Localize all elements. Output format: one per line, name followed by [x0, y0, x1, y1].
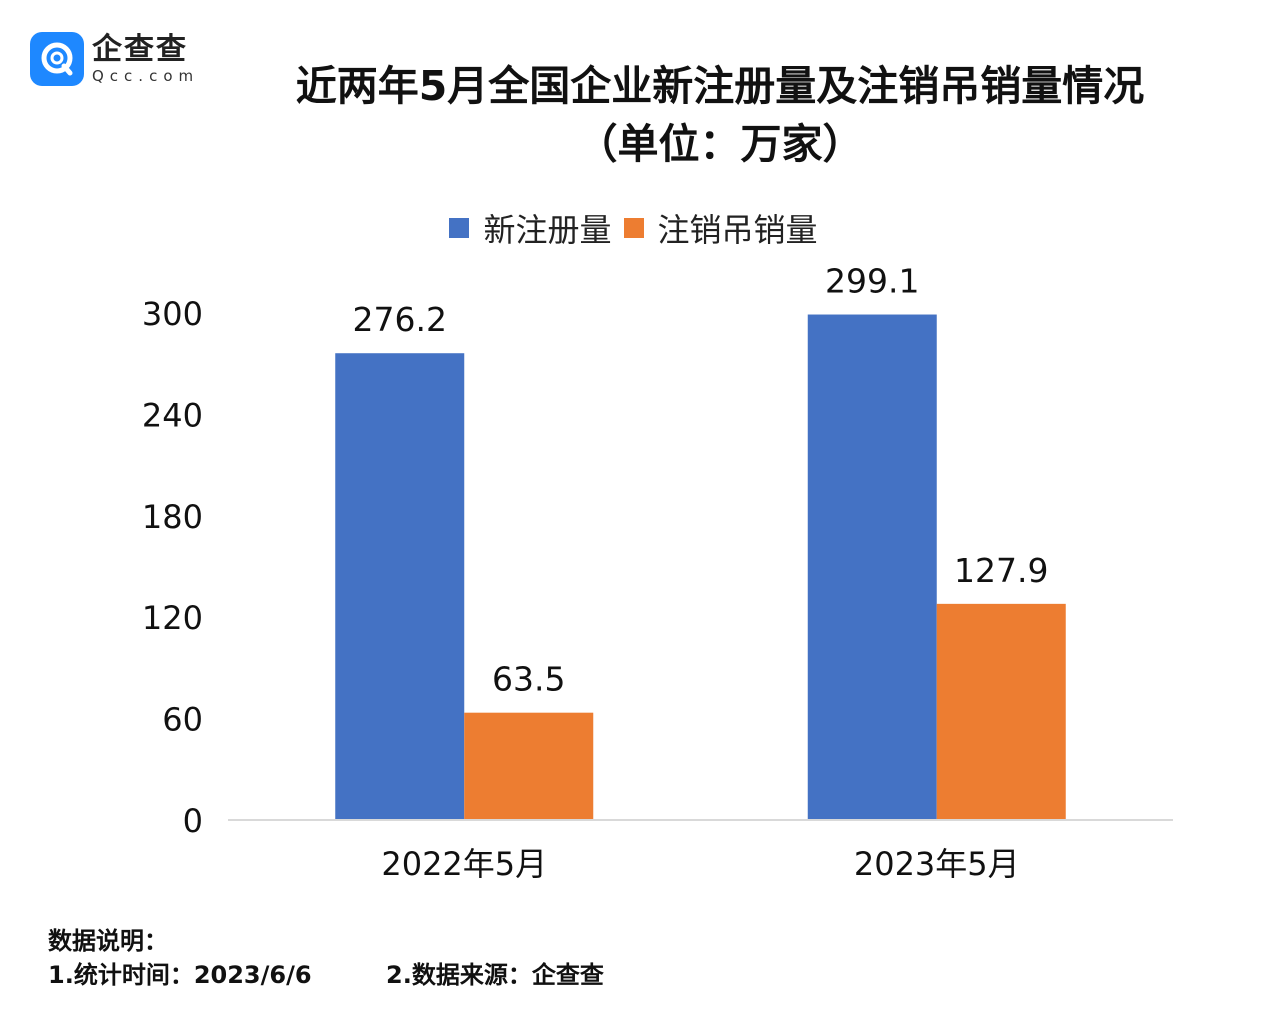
data-label: 276.2 [353, 300, 447, 339]
bar-chart: 0 60 120 180 240 300 276.2 63.5 2022年5月 299.1 127.… [142, 262, 1173, 883]
notes-item-stat-time: 1.统计时间：2023/6/6 [48, 961, 312, 989]
data-label: 127.9 [954, 551, 1048, 590]
data-notes: 数据说明： 1.统计时间：2023/6/6 2.数据来源：企查查 [48, 924, 604, 992]
notes-heading: 数据说明： [48, 927, 168, 955]
bar [464, 712, 594, 820]
y-tick-label: 300 [142, 295, 203, 333]
legend-swatch-cancellations [623, 218, 644, 238]
y-tick-label: 180 [142, 498, 203, 536]
notes-item-source: 2.数据来源：企查查 [386, 961, 604, 989]
x-tick-label: 2023年5月 [854, 845, 1020, 883]
y-tick-label: 120 [142, 599, 203, 637]
legend-label-new-registrations: 新注册量 [483, 211, 612, 249]
y-tick-label: 240 [142, 396, 203, 434]
chart-subtitle: （单位：万家） [576, 120, 864, 168]
logo-en-text: Qcc.com [92, 66, 200, 85]
bar [936, 603, 1066, 820]
logo-q-icon [30, 32, 84, 86]
bar [807, 314, 937, 820]
logo: 企查查 Qcc.com [30, 32, 199, 86]
logo-cn-text: 企查查 [92, 31, 188, 67]
data-label: 299.1 [825, 262, 919, 301]
x-tick-label: 2022年5月 [381, 845, 547, 883]
legend-item-new-registrations: 新注册量 [449, 205, 612, 251]
legend-item-cancellations: 注销吊销量 [623, 205, 818, 251]
y-tick-label: 0 [183, 802, 203, 840]
chart-title: 近两年5月全国企业新注册量及注销吊销量情况 [295, 62, 1145, 110]
legend-label-cancellations: 注销吊销量 [657, 211, 818, 249]
legend: 新注册量 注销吊销量 [0, 205, 1267, 251]
legend-swatch-new-registrations [449, 218, 470, 238]
y-tick-label: 60 [162, 701, 203, 739]
data-label: 63.5 [492, 660, 565, 699]
bar [335, 353, 465, 820]
